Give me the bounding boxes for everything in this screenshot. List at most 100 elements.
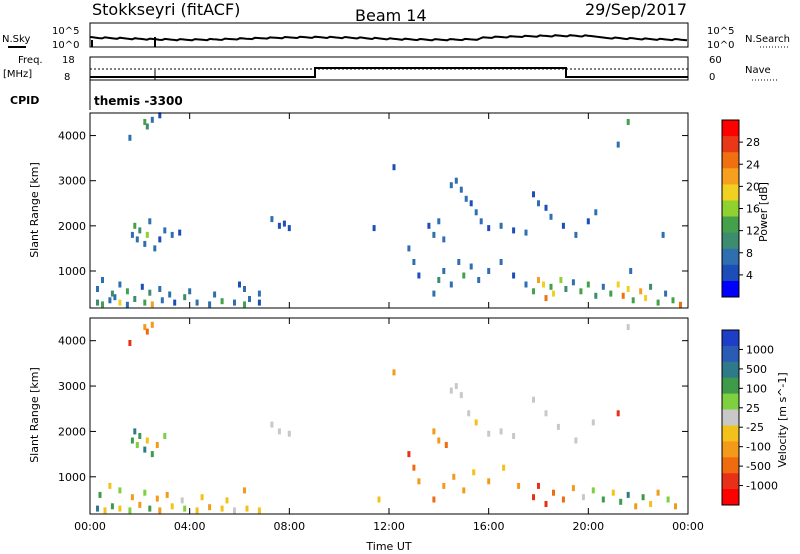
velocity-point: [243, 487, 246, 494]
velocity-point: [552, 489, 555, 496]
velocity-point: [233, 507, 236, 514]
power-point: [118, 281, 122, 288]
power-colorbar-block: [722, 136, 739, 153]
power-point: [474, 209, 478, 216]
power-point: [594, 209, 598, 216]
power-point: [148, 218, 152, 225]
velocity-point: [133, 428, 137, 435]
velocity-point: [128, 507, 132, 514]
power-point: [96, 299, 99, 306]
power-point: [213, 291, 217, 298]
freq-unit-label: [MHz]: [3, 69, 32, 80]
power-point: [257, 299, 261, 306]
power-point: [571, 279, 575, 286]
power-colorbar-block: [722, 232, 739, 250]
velocity-point: [135, 442, 139, 448]
velocity-point: [155, 442, 159, 448]
velocity-point: [143, 446, 147, 453]
power-colorbar-block: [722, 280, 739, 298]
power-point: [664, 290, 668, 297]
power-point: [549, 213, 553, 220]
nsearch-tick-bottom: 10^0: [707, 40, 734, 51]
velocity-point: [108, 482, 112, 489]
velocity-point: [611, 489, 615, 496]
power-point: [158, 286, 162, 292]
velocity-ytick-label: 4000: [58, 335, 86, 348]
power-point: [277, 222, 281, 229]
power-point: [594, 292, 598, 299]
power-point: [183, 294, 187, 301]
power-point: [282, 220, 286, 227]
velocity-colorbar-tick: 100: [746, 382, 767, 395]
power-point: [457, 259, 461, 265]
power-point: [140, 283, 144, 290]
velocity-point: [544, 410, 548, 417]
power-point: [549, 283, 553, 290]
velocity-point: [467, 410, 471, 417]
power-point: [616, 141, 620, 148]
velocity-point: [474, 419, 478, 426]
power-point: [487, 225, 491, 232]
power-point: [469, 200, 473, 207]
power-point: [160, 297, 164, 304]
cpid-value: themis -3300: [94, 94, 183, 108]
power-point: [163, 227, 167, 234]
velocity-point: [571, 485, 575, 492]
velocity-point: [512, 433, 516, 439]
velocity-colorbar-block: [722, 441, 739, 458]
power-point: [101, 301, 104, 308]
power-point: [479, 218, 483, 225]
power-point: [238, 281, 241, 288]
freq-label: Freq.: [18, 55, 43, 66]
power-point: [168, 291, 172, 298]
power-point: [243, 301, 246, 308]
power-point: [559, 277, 563, 283]
power-point: [449, 281, 453, 288]
power-point: [537, 277, 540, 283]
velocity-ytick-label: 1000: [58, 471, 86, 484]
power-points: [96, 112, 682, 308]
nave-label: Nave: [745, 65, 771, 76]
power-y-ticks: 1000 2000 3000 4000: [58, 130, 688, 278]
nsky-label: N.Sky: [2, 34, 30, 45]
velocity-point: [459, 392, 463, 399]
velocity-xtick-label: 20:00: [572, 520, 604, 533]
power-point: [101, 277, 104, 283]
power-point: [616, 281, 620, 288]
power-ytick-label: 3000: [58, 175, 86, 188]
power-point: [552, 290, 555, 297]
power-ytick-label: 1000: [58, 265, 86, 278]
power-point: [110, 290, 114, 297]
velocity-point: [287, 430, 291, 437]
velocity-point: [454, 383, 458, 390]
power-point: [143, 240, 147, 247]
power-point: [586, 218, 590, 225]
power-point: [442, 236, 446, 243]
nsearch-tick-top: 10^5: [707, 26, 734, 37]
power-point: [158, 112, 162, 119]
power-point: [544, 204, 548, 211]
power-point: [125, 301, 129, 308]
power-point: [130, 231, 134, 238]
velocity-colorbar-block: [722, 393, 739, 410]
power-heatmap-panel: 1000 2000 3000 4000 Slant Range [km]: [28, 112, 689, 309]
velocity-point: [200, 494, 204, 501]
velocity-ylabel: Slant Range [km]: [28, 367, 41, 463]
power-point: [679, 301, 682, 308]
power-colorbar-tick: 28: [746, 136, 760, 149]
velocity-point: [487, 478, 491, 485]
power-colorbar-block: [722, 168, 739, 185]
velocity-ytick-label: 3000: [58, 380, 86, 393]
velocity-point: [487, 430, 491, 437]
velocity-point: [158, 507, 162, 514]
velocity-xtick-label: 16:00: [473, 520, 505, 533]
power-point: [432, 290, 436, 297]
velocity-point: [245, 505, 249, 512]
power-point: [220, 298, 224, 305]
velocity-point: [502, 464, 506, 471]
velocity-point: [377, 496, 381, 503]
velocity-point: [462, 487, 466, 494]
power-point: [118, 299, 122, 306]
power-colorbar-tick: 20: [746, 180, 760, 193]
freq-tick-bottom: 8: [64, 72, 70, 83]
